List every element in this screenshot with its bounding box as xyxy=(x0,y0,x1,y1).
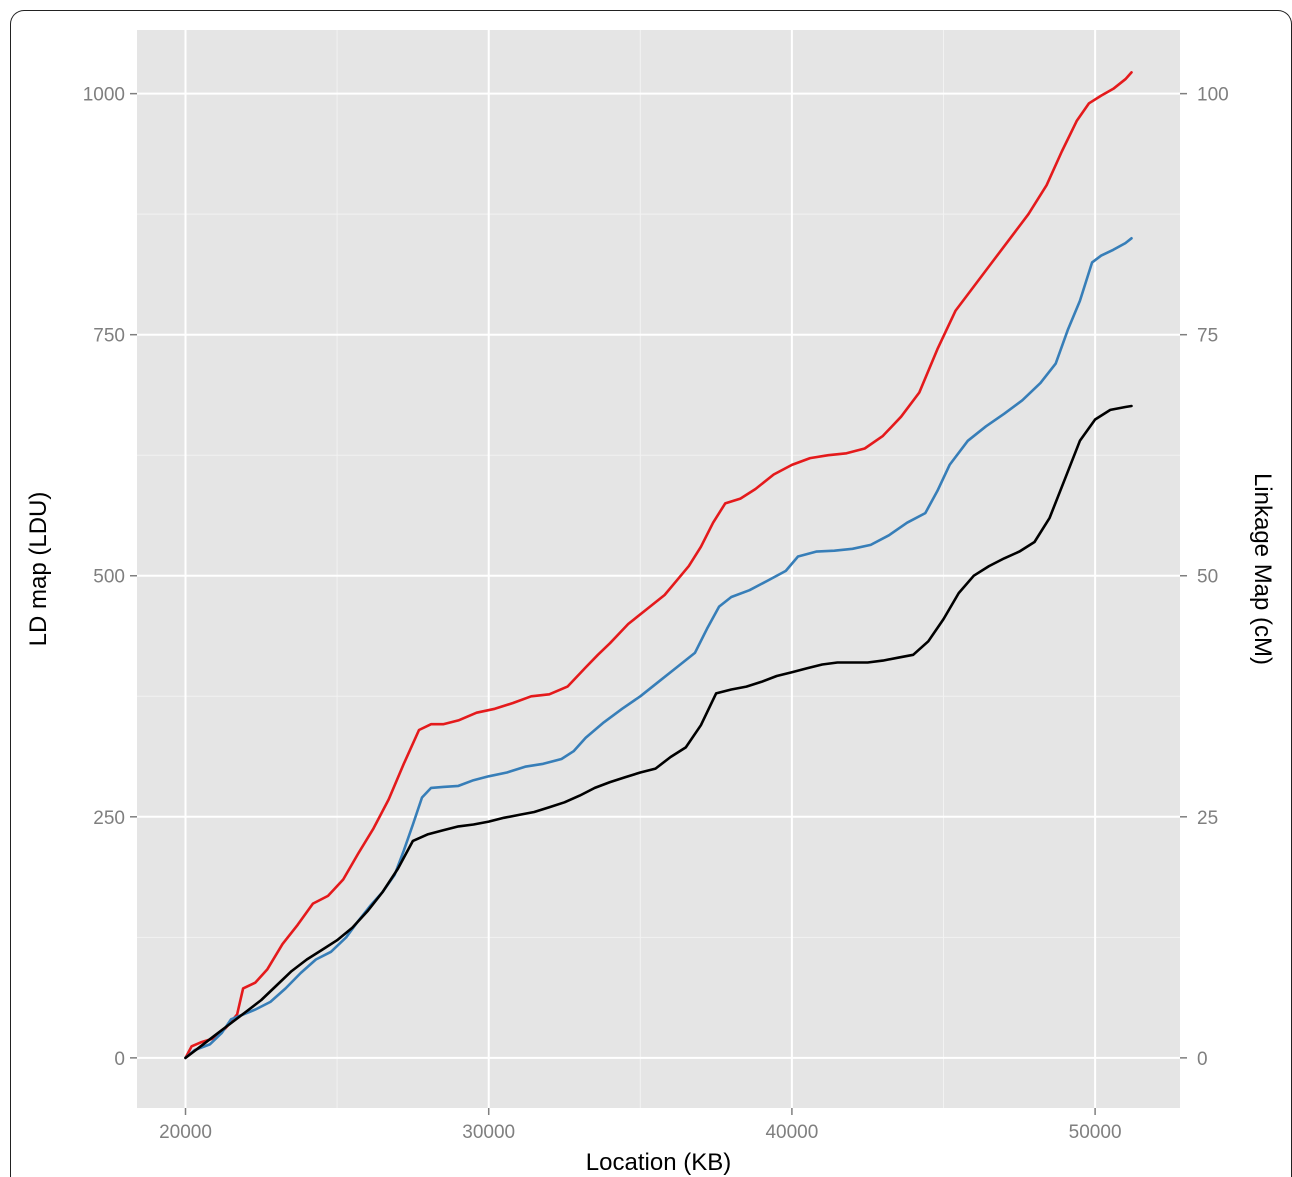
plot-panel xyxy=(137,30,1180,1108)
y2-axis-title: Linkage Map (cM) xyxy=(1249,473,1276,665)
y-axis-title: LD map (LDU) xyxy=(25,492,52,647)
y-tick-label: 0 xyxy=(114,1049,125,1070)
series-layer xyxy=(184,71,1133,1060)
x-axis-title: Location (KB) xyxy=(586,1149,731,1176)
x-tick-label: 40000 xyxy=(765,1122,818,1143)
y2-tick-label: 0 xyxy=(1197,1049,1208,1070)
y-tick-label: 750 xyxy=(93,326,125,347)
y-tick-label: 250 xyxy=(93,808,125,829)
y2-tick-label: 25 xyxy=(1197,808,1218,829)
y-tick-label: 500 xyxy=(93,567,125,588)
series-line-3 xyxy=(184,404,1133,1060)
grid xyxy=(137,30,1180,1108)
x-tick-label: 50000 xyxy=(1069,1122,1122,1143)
y2-tick-label: 50 xyxy=(1197,567,1218,588)
x-tick-label: 30000 xyxy=(462,1122,515,1143)
y-tick-label: 1000 xyxy=(83,85,125,106)
y2-tick-label: 100 xyxy=(1197,85,1229,106)
series-line-2 xyxy=(184,237,1133,1060)
axes: 20000 30000 40000 50000 0 250 500 750 1000 0 25 50 7… xyxy=(83,85,1229,1143)
y2-tick-label: 75 xyxy=(1197,326,1218,347)
series-line-1 xyxy=(184,71,1133,1060)
x-tick-label: 20000 xyxy=(159,1122,212,1143)
